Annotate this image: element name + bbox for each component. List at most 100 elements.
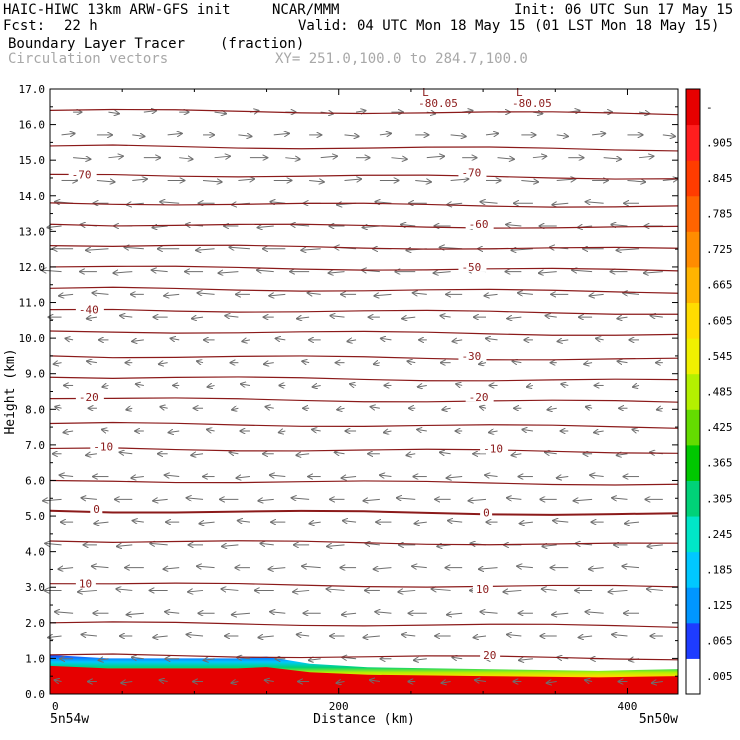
vector-arrow <box>197 361 204 363</box>
vector-arrow <box>437 545 451 547</box>
y-tick-label: 10.0 <box>19 332 46 345</box>
colorbar-swatch <box>686 444 700 481</box>
vector-arrow <box>479 363 487 365</box>
vector-arrow <box>81 498 97 500</box>
vector-arrow <box>375 612 392 614</box>
vector-arrow <box>547 682 557 684</box>
vector-arrow <box>557 477 569 479</box>
vector-arrow <box>556 179 576 181</box>
vector-arrow <box>398 590 416 592</box>
vector-arrow <box>73 158 90 160</box>
contour-label-bg <box>480 505 493 518</box>
vector-arrow <box>366 543 380 545</box>
vector-arrow <box>59 294 74 296</box>
vector-arrow <box>442 408 451 410</box>
vector-arrow <box>150 543 168 545</box>
vector-arrow <box>120 452 133 454</box>
vector-arrow <box>42 270 62 272</box>
contour-label: 20 <box>483 649 496 662</box>
vector-arrow <box>55 612 74 614</box>
vector-arrow <box>574 499 593 501</box>
contour-label: -60 <box>469 218 489 231</box>
low-marker: L <box>422 86 429 99</box>
vector-arrow <box>160 202 180 204</box>
vector-arrow <box>92 293 109 295</box>
vector-arrow <box>329 272 345 274</box>
xy-range: XY= 251.0,100.0 to 284.7,100.0 <box>275 51 528 67</box>
vector-arrow <box>450 179 469 181</box>
vector-arrow <box>592 133 605 135</box>
vector-arrow <box>292 498 310 500</box>
vector-arrow <box>164 568 180 570</box>
contour-line <box>49 447 679 454</box>
vector-arrow <box>539 272 557 274</box>
contour-line <box>49 308 679 315</box>
vector-arrow <box>617 317 628 319</box>
vector-arrow <box>257 270 274 272</box>
vector-arrow <box>136 384 144 386</box>
vector-arrow <box>342 477 357 479</box>
vector-arrow <box>169 431 180 433</box>
vector-arrow <box>542 545 557 547</box>
contour-label-bg <box>68 167 97 180</box>
y-tick-label: 9.0 <box>25 368 45 381</box>
contour-label-bg <box>458 259 487 272</box>
vector-arrow <box>309 180 324 182</box>
vector-arrow <box>87 361 97 363</box>
vector-arrow <box>337 408 345 410</box>
contour-label: -80.05 <box>512 97 552 110</box>
vector-arrow <box>270 612 286 614</box>
contour-label-bg <box>465 217 494 230</box>
vector-arrow <box>260 543 274 545</box>
vector-arrow <box>418 385 427 387</box>
colorbar-swatch <box>686 266 700 304</box>
vector-arrow <box>456 384 463 386</box>
vector-arrow <box>171 338 180 340</box>
colorbar-tick-label: .125 <box>706 599 733 612</box>
vector-arrow <box>414 659 427 661</box>
vector-arrow <box>276 338 286 340</box>
colorbar-swatch <box>686 516 700 553</box>
vector-arrow <box>320 156 337 158</box>
vector-arrow <box>397 498 416 500</box>
vector-arrow <box>556 135 568 137</box>
colorbar-swatch <box>686 480 700 517</box>
contour-label: -70 <box>461 167 481 180</box>
vector-arrow <box>61 133 75 135</box>
colorbar-tick-label: .425 <box>706 421 733 434</box>
vector-arrow <box>374 363 381 365</box>
vector-arrow <box>302 361 310 363</box>
vector-arrow <box>617 249 640 251</box>
vector-arrow <box>308 293 321 295</box>
vector-arrow <box>542 589 557 591</box>
colorbar-swatch <box>686 551 700 588</box>
contour-line <box>49 621 679 628</box>
vector-arrow <box>231 682 239 684</box>
contour-label-bg <box>508 96 561 109</box>
colorbar-tick-label: .185 <box>706 563 733 576</box>
vector-arrow <box>589 568 604 570</box>
vector-arrow <box>218 272 239 274</box>
vector-arrow <box>120 316 133 318</box>
vector-arrow <box>632 430 640 432</box>
vector-arrow <box>232 613 250 615</box>
contour-line <box>49 330 679 336</box>
vector-arrow <box>527 385 534 387</box>
vector-arrow <box>196 249 215 251</box>
vector-arrow <box>131 477 144 479</box>
vector-arrow <box>475 680 487 682</box>
vector-arrow <box>302 566 321 568</box>
vector-arrow <box>662 135 675 137</box>
vector-arrow <box>132 135 144 137</box>
vector-arrow <box>374 568 392 570</box>
vector-arrow <box>232 408 239 410</box>
vector-arrow <box>192 317 204 319</box>
vector-arrow <box>225 316 239 318</box>
vector-arrow <box>374 294 392 296</box>
vector-arrow <box>512 454 522 456</box>
fcst-value: 22 h <box>64 18 98 34</box>
vector-arrow <box>545 452 557 454</box>
vector-arrow <box>375 202 392 204</box>
vector-arrow <box>440 316 451 318</box>
